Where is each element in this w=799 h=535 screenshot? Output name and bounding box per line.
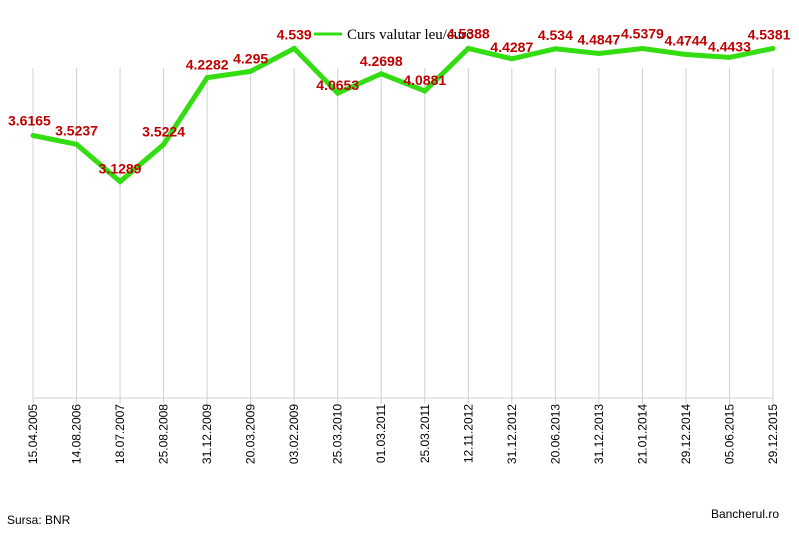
x-tick-label: 29.12.2015 bbox=[766, 404, 780, 464]
x-tick-label: 14.08.2006 bbox=[70, 404, 84, 464]
data-point bbox=[683, 51, 689, 57]
data-label: 4.295 bbox=[233, 50, 268, 66]
data-label: 4.4847 bbox=[577, 31, 620, 47]
data-point bbox=[248, 68, 254, 74]
x-tick-label: 03.02.2009 bbox=[287, 404, 301, 464]
grid bbox=[32, 68, 774, 404]
data-point bbox=[291, 45, 297, 51]
data-label: 3.1289 bbox=[99, 161, 142, 177]
legend-label: Curs valutar leu/euro bbox=[347, 27, 474, 43]
data-point bbox=[726, 54, 732, 60]
x-tick-label: 25.08.2008 bbox=[157, 404, 171, 464]
x-tick-label: 15.04.2005 bbox=[26, 404, 40, 464]
data-point bbox=[770, 45, 776, 51]
data-label: 4.5381 bbox=[748, 26, 791, 42]
data-point bbox=[639, 45, 645, 51]
data-label: 4.4744 bbox=[665, 32, 708, 48]
data-point bbox=[422, 88, 428, 94]
legend: Curs valutar leu/euro bbox=[314, 27, 474, 43]
data-label: 4.4433 bbox=[708, 38, 751, 54]
data-label: 3.6165 bbox=[8, 113, 51, 129]
brand-label: Bancherul.ro bbox=[711, 507, 779, 521]
data-point bbox=[74, 141, 80, 147]
x-tick-label: 31.12.2012 bbox=[505, 404, 519, 464]
source-label: Sursa: BNR bbox=[7, 513, 71, 527]
x-tick-label: 25.03.2010 bbox=[331, 404, 345, 464]
data-label: 3.5224 bbox=[142, 123, 185, 139]
data-point bbox=[335, 90, 341, 96]
x-tick-label: 05.06.2015 bbox=[722, 404, 736, 464]
x-tick-label: 29.12.2014 bbox=[679, 404, 693, 464]
data-point bbox=[378, 71, 384, 77]
data-label: 4.4287 bbox=[490, 39, 533, 55]
series-line bbox=[32, 45, 774, 185]
data-point bbox=[161, 141, 167, 147]
data-label: 4.2698 bbox=[360, 53, 403, 69]
series-curs-valutar bbox=[30, 45, 776, 185]
data-point bbox=[509, 56, 515, 62]
x-tick-labels: 15.04.2005 14.08.2006 18.07.2007 25.08.2008… bbox=[26, 404, 780, 464]
x-tick-label: 20.06.2013 bbox=[548, 404, 562, 464]
x-tick-label: 21.01.2014 bbox=[635, 404, 649, 464]
x-tick-label: 12.11.2012 bbox=[461, 404, 475, 463]
data-label: 4.534 bbox=[538, 27, 573, 43]
x-tick-label: 25.03.2011 bbox=[418, 404, 432, 463]
data-label: 3.5237 bbox=[55, 122, 98, 138]
x-tick-label: 18.07.2007 bbox=[113, 404, 127, 464]
data-point bbox=[465, 45, 471, 51]
data-label: 4.5388 bbox=[447, 25, 490, 41]
data-point bbox=[204, 75, 210, 81]
x-tick-label: 01.03.2011 bbox=[374, 404, 388, 463]
data-label: 4.0653 bbox=[316, 77, 359, 93]
data-point bbox=[596, 50, 602, 56]
data-label: 4.539 bbox=[277, 26, 312, 42]
data-label: 4.2282 bbox=[186, 57, 229, 73]
data-point bbox=[552, 46, 558, 52]
x-tick-label: 31.12.2009 bbox=[200, 404, 214, 464]
data-label: 4.0881 bbox=[403, 72, 446, 88]
data-point bbox=[117, 179, 123, 185]
data-point bbox=[30, 133, 36, 139]
x-tick-label: 20.03.2009 bbox=[244, 404, 258, 464]
x-tick-label: 31.12.2013 bbox=[592, 404, 606, 464]
data-label: 4.5379 bbox=[621, 25, 664, 41]
